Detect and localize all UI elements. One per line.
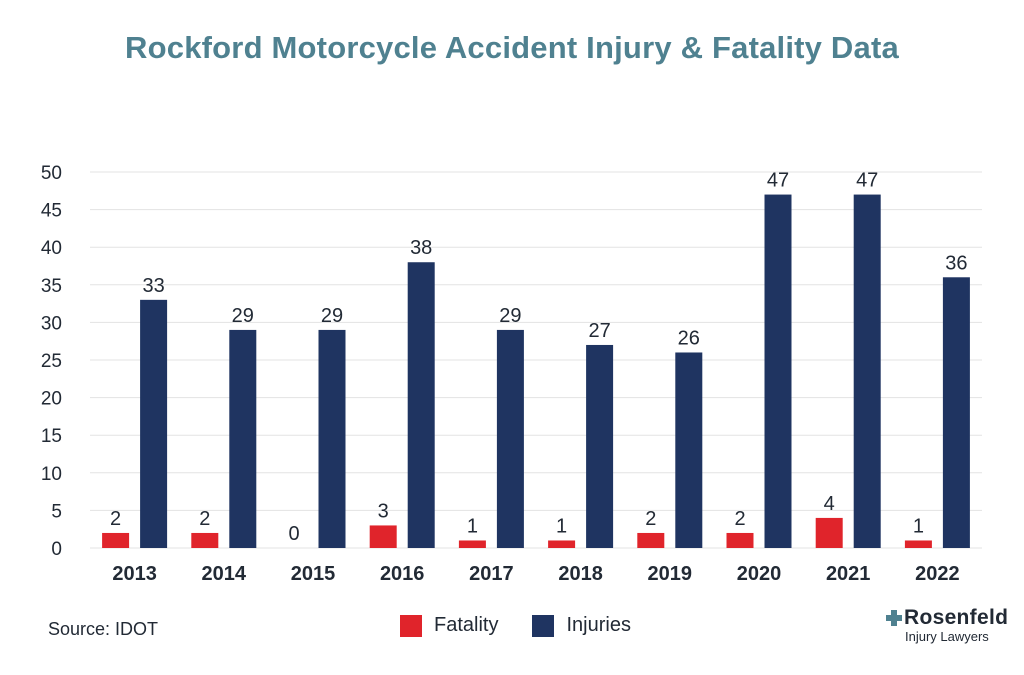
gridlines: [90, 171, 982, 549]
plus-icon: [886, 610, 902, 626]
legend-label-injuries: Injuries: [566, 614, 631, 636]
bar-injuries-2014: [229, 329, 257, 548]
bars: [102, 194, 970, 548]
bar-fatality-2022: [904, 540, 932, 548]
y-tick-label: 20: [41, 389, 62, 410]
data-label-fatality-2022: 1: [913, 515, 924, 537]
y-tick-label: 25: [41, 351, 62, 372]
y-tick-label: 30: [41, 313, 62, 334]
legend-item-injuries: Injuries: [532, 614, 631, 637]
data-label-injuries-2017: 29: [499, 305, 521, 327]
x-tick-label-2013: 2013: [112, 563, 157, 585]
x-tick-label-2015: 2015: [291, 563, 336, 585]
data-label-injuries-2018: 27: [588, 320, 610, 342]
bar-fatality-2016: [369, 525, 397, 548]
data-label-fatality-2020: 2: [734, 508, 745, 530]
data-labels: 2 33 2 29 0 29 3 38 1 29 1 27 2 26 2 47 4 47 1 36: [110, 170, 967, 545]
data-label-injuries-2020: 47: [767, 170, 789, 192]
chart-title: Rockford Motorcycle Accident Injury & Fa…: [125, 30, 899, 65]
x-tick-label-2022: 2022: [915, 563, 960, 585]
bar-injuries-2013: [140, 299, 168, 548]
bar-injuries-2016: [407, 262, 435, 548]
y-tick-label: 5: [51, 501, 62, 522]
data-label-injuries-2022: 36: [945, 252, 967, 274]
y-tick-label: 50: [41, 163, 62, 184]
data-label-fatality-2019: 2: [645, 508, 656, 530]
x-tick-label-2020: 2020: [737, 563, 782, 585]
bar-injuries-2018: [586, 344, 614, 548]
source-note: Source: IDOT: [48, 619, 159, 639]
legend-item-fatality: Fatality: [400, 614, 498, 637]
bar-fatality-2018: [548, 540, 576, 548]
bar-fatality-2021: [815, 517, 843, 548]
data-label-fatality-2016: 3: [378, 500, 389, 522]
y-axis-ticks: 0 5 10 15 20 25 30 35 40 45 50: [41, 163, 62, 560]
data-label-injuries-2013: 33: [142, 275, 164, 297]
x-tick-label-2021: 2021: [826, 563, 871, 585]
x-tick-label-2016: 2016: [380, 563, 425, 585]
x-tick-label-2018: 2018: [558, 563, 603, 585]
data-label-fatality-2013: 2: [110, 508, 121, 530]
x-tick-label-2019: 2019: [648, 563, 693, 585]
x-tick-label-2014: 2014: [202, 563, 247, 585]
logo-name: Rosenfeld: [885, 606, 1010, 630]
bar-injuries-2015: [318, 329, 346, 548]
y-tick-label: 10: [41, 464, 62, 485]
bar-injuries-2022: [942, 277, 970, 548]
bar-injuries-2021: [853, 194, 881, 548]
data-label-injuries-2019: 26: [678, 327, 700, 349]
company-logo: Rosenfeld Injury Lawyers: [885, 606, 1010, 644]
bar-fatality-2019: [637, 532, 665, 548]
bar-fatality-2020: [726, 532, 754, 548]
bar-injuries-2020: [764, 194, 792, 548]
data-label-injuries-2015: 29: [321, 305, 343, 327]
legend: Fatality Injuries: [400, 614, 665, 637]
y-tick-label: 35: [41, 276, 62, 297]
data-label-fatality-2021: 4: [824, 493, 835, 515]
y-tick-label: 15: [41, 426, 62, 447]
legend-swatch-injuries: [532, 614, 555, 637]
bar-fatality-2017: [458, 540, 486, 548]
bar-fatality-2013: [102, 532, 130, 548]
x-tick-label-2017: 2017: [469, 563, 514, 585]
y-tick-label: 45: [41, 201, 62, 222]
data-label-fatality-2017: 1: [467, 515, 478, 537]
y-tick-label: 0: [51, 539, 62, 560]
data-label-fatality-2014: 2: [199, 508, 210, 530]
bar-injuries-2017: [496, 329, 524, 548]
legend-label-fatality: Fatality: [434, 614, 499, 636]
y-tick-label: 40: [41, 238, 62, 259]
bar-fatality-2014: [191, 532, 219, 548]
logo-tagline: Injury Lawyers: [905, 629, 989, 644]
data-label-injuries-2014: 29: [232, 305, 254, 327]
data-label-fatality-2015: 0: [288, 523, 299, 545]
legend-swatch-fatality: [400, 614, 422, 637]
data-label-injuries-2021: 47: [856, 170, 878, 192]
logo-name-text: Rosenfeld: [904, 606, 1009, 629]
data-label-fatality-2018: 1: [556, 515, 567, 537]
data-label-injuries-2016: 38: [410, 237, 432, 259]
x-axis-ticks: 2013 2014 2015 2016 2017 2018 2019 2020 2021 2022: [112, 563, 959, 585]
bar-injuries-2019: [675, 352, 703, 548]
